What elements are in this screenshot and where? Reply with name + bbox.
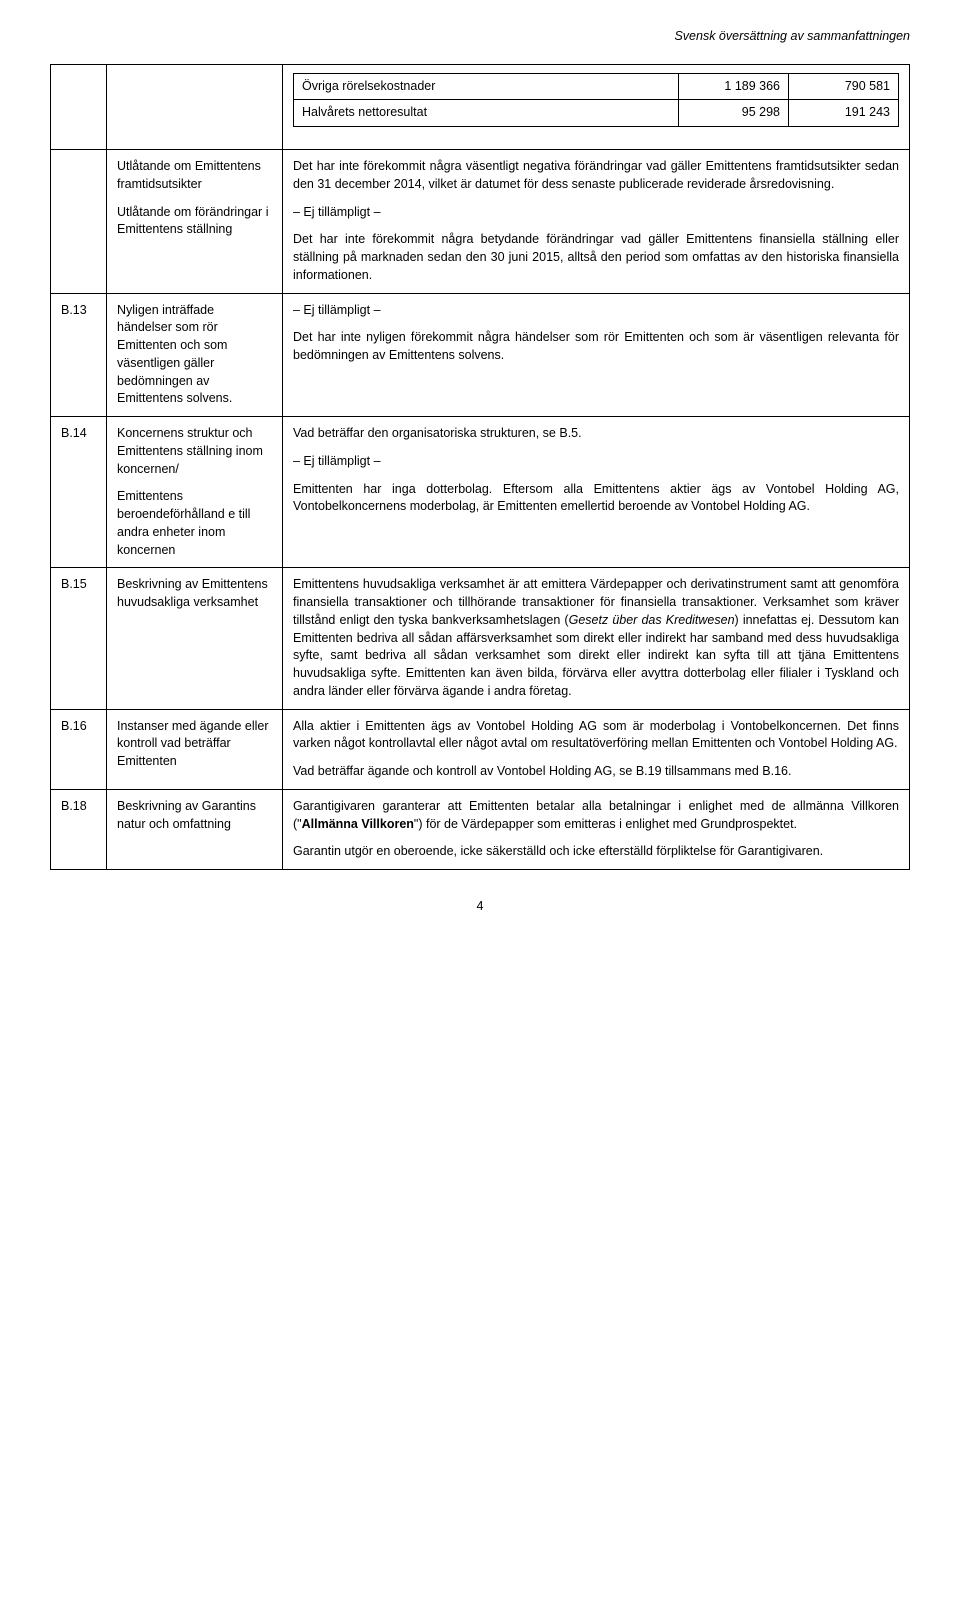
label-para: Instanser med ägande eller kontroll vad … [117,718,272,771]
cell-code [51,150,107,294]
cell-code [51,64,107,150]
body-para: – Ej tillämpligt – [293,302,899,320]
page-number: 4 [50,898,910,916]
cell-code: B.14 [51,417,107,568]
inner-label: Halvårets nettoresultat [294,100,679,127]
label-para: Beskrivning av Emittentens huvudsakliga … [117,576,272,612]
cell-body: Det har inte förekommit några väsentligt… [283,150,910,294]
body-para: Alla aktier i Emittenten ägs av Vontobel… [293,718,899,754]
header-right-text: Svensk översättning av sammanfattningen [674,29,910,43]
table-row: Utlåtande om Emittentens framtidsutsikte… [51,150,910,294]
label-para: Emittentens beroendeförhålland e till an… [117,488,272,559]
body-para: Garantigivaren garanterar att Emittenten… [293,798,899,834]
cell-body: – Ej tillämpligt – Det har inte nyligen … [283,293,910,417]
cell-body: Garantigivaren garanterar att Emittenten… [283,789,910,869]
inner-value: 1 189 366 [679,73,789,100]
cell-body: Vad beträffar den organisatoriska strukt… [283,417,910,568]
cell-label: Instanser med ägande eller kontroll vad … [107,709,283,789]
table-row: Halvårets nettoresultat 95 298 191 243 [294,100,899,127]
inner-value: 790 581 [789,73,899,100]
body-para: Vad beträffar ägande och kontroll av Von… [293,763,899,781]
label-para: Nyligen inträffade händelser som rör Emi… [117,302,272,409]
table-row: B.13 Nyligen inträffade händelser som rö… [51,293,910,417]
cell-code: B.16 [51,709,107,789]
table-row: Övriga rörelsekostnader 1 189 366 790 58… [294,73,899,100]
body-em: Gesetz über das Kreditwesen [569,613,735,627]
label-para: Utlåtande om förändringar i Emittentens … [117,204,272,240]
inner-label: Övriga rörelsekostnader [294,73,679,100]
table-row: B.15 Beskrivning av Emittentens huvudsak… [51,568,910,709]
label-para: Beskrivning av Garantins natur och omfat… [117,798,272,834]
cell-body: Emittentens huvudsakliga verksamhet är a… [283,568,910,709]
label-para: Utlåtande om Emittentens framtidsutsikte… [117,158,272,194]
body-para: Det har inte nyligen förekommit några hä… [293,329,899,365]
cell-code: B.18 [51,789,107,869]
cell-code: B.13 [51,293,107,417]
cell-label: Beskrivning av Emittentens huvudsakliga … [107,568,283,709]
body-para: Emittenten har inga dotterbolag. Efterso… [293,481,899,517]
body-para: Det har inte förekommit några väsentligt… [293,158,899,194]
inner-value: 95 298 [679,100,789,127]
cell-label: Nyligen inträffade händelser som rör Emi… [107,293,283,417]
cell-label: Utlåtande om Emittentens framtidsutsikte… [107,150,283,294]
table-row: B.14 Koncernens struktur och Emittentens… [51,417,910,568]
table-row: Övriga rörelsekostnader 1 189 366 790 58… [51,64,910,150]
page-header: Svensk översättning av sammanfattningen [50,28,910,46]
body-para: Garantin utgör en oberoende, icke säkers… [293,843,899,861]
table-row: B.16 Instanser med ägande eller kontroll… [51,709,910,789]
cell-label: Koncernens struktur och Emittentens stäl… [107,417,283,568]
inner-data-table: Övriga rörelsekostnader 1 189 366 790 58… [293,73,899,128]
cell-body: Alla aktier i Emittenten ägs av Vontobel… [283,709,910,789]
cell-body: Övriga rörelsekostnader 1 189 366 790 58… [283,64,910,150]
inner-value: 191 243 [789,100,899,127]
cell-label: Beskrivning av Garantins natur och omfat… [107,789,283,869]
body-text: ") för de Värdepapper som emitteras i en… [414,817,797,831]
body-strong: Allmänna Villkoren [302,817,414,831]
label-para: Koncernens struktur och Emittentens stäl… [117,425,272,478]
body-para: Emittentens huvudsakliga verksamhet är a… [293,576,899,700]
body-para: – Ej tillämpligt – [293,453,899,471]
body-para: – Ej tillämpligt – [293,204,899,222]
cell-code: B.15 [51,568,107,709]
main-table: Övriga rörelsekostnader 1 189 366 790 58… [50,64,910,871]
cell-label [107,64,283,150]
body-para: Det har inte förekommit några betydande … [293,231,899,284]
body-para: Vad beträffar den organisatoriska strukt… [293,425,899,443]
table-row: B.18 Beskrivning av Garantins natur och … [51,789,910,869]
